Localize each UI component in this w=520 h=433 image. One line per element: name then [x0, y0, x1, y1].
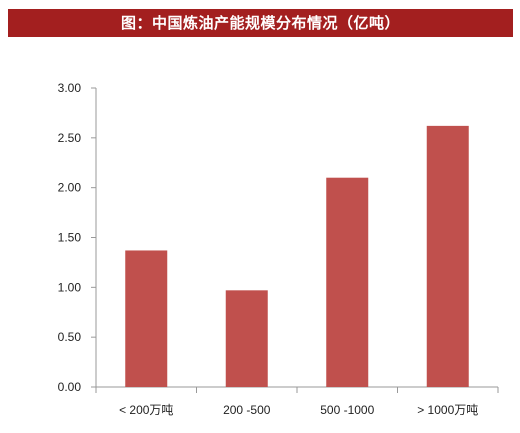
- bar: [125, 250, 168, 387]
- y-tick-label: 1.50: [58, 231, 82, 245]
- x-axis: < 200万吨 200 -500 500 -1000 > 1000万吨: [95, 386, 499, 417]
- chart-title: 图：中国炼油产能规模分布情况（亿吨）: [8, 9, 513, 37]
- bar: [225, 290, 268, 387]
- bars: [125, 125, 469, 387]
- x-tick-label: 200 -500: [223, 403, 271, 417]
- y-tick-label: 0.50: [58, 330, 82, 344]
- y-axis: 0.00 0.50 1.00 1.50 2.00 2.50 3.00: [58, 81, 97, 394]
- y-tick-label: 3.00: [58, 81, 82, 95]
- y-tick-label: 2.00: [58, 181, 82, 195]
- bar: [426, 125, 469, 387]
- x-tick-label: 500 -1000: [320, 403, 374, 417]
- y-tick-label: 2.50: [58, 131, 82, 145]
- x-tick-label: > 1000万吨: [417, 403, 478, 417]
- x-tick-label: < 200万吨: [119, 403, 173, 417]
- bar: [326, 177, 369, 387]
- y-tick-label: 1.00: [58, 280, 82, 294]
- y-tick-label: 0.00: [58, 380, 82, 394]
